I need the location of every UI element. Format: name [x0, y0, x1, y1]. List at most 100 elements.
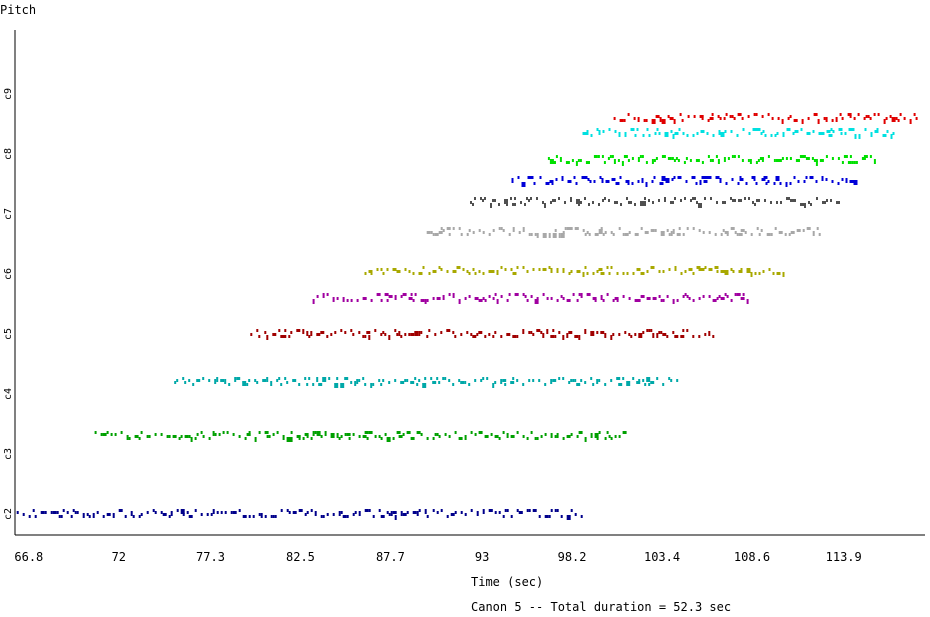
note-mark	[598, 203, 600, 206]
note-mark	[522, 329, 525, 334]
note-mark	[720, 233, 723, 236]
note-mark	[40, 511, 45, 514]
note-mark	[522, 227, 525, 232]
note-mark	[749, 159, 752, 164]
note-mark	[726, 233, 729, 236]
note-mark	[214, 433, 217, 436]
note-mark	[432, 270, 437, 273]
note-mark	[770, 134, 773, 137]
note-mark	[466, 270, 469, 273]
note-mark	[484, 435, 489, 438]
note-mark	[592, 383, 595, 386]
note-mark	[496, 299, 499, 304]
note-mark	[763, 176, 768, 179]
note-mark	[684, 197, 686, 200]
note-mark	[264, 515, 267, 518]
note-mark	[250, 333, 253, 336]
note-mark	[549, 180, 552, 183]
note-mark	[264, 331, 267, 334]
note-mark	[244, 437, 247, 440]
note-mark	[374, 329, 377, 332]
voice-6	[364, 266, 785, 277]
note-mark	[698, 297, 701, 300]
note-mark	[426, 299, 429, 302]
note-mark	[566, 299, 571, 302]
note-mark	[642, 201, 646, 206]
note-mark	[434, 233, 439, 236]
note-mark	[446, 329, 451, 332]
note-mark	[869, 155, 872, 158]
note-mark	[777, 176, 780, 179]
note-mark	[422, 266, 425, 269]
note-mark	[532, 509, 537, 512]
note-mark	[510, 435, 515, 438]
note-mark	[818, 233, 821, 236]
note-mark	[611, 178, 616, 181]
note-mark	[710, 197, 712, 200]
note-mark	[777, 117, 780, 120]
note-mark	[738, 293, 741, 296]
note-mark	[254, 437, 257, 442]
note-mark	[893, 117, 896, 120]
note-mark	[719, 117, 722, 120]
note-mark	[344, 433, 347, 436]
note-mark	[542, 201, 544, 204]
note-mark	[482, 509, 485, 514]
note-mark	[883, 119, 886, 124]
note-mark	[781, 119, 784, 124]
note-mark	[282, 435, 285, 440]
note-mark	[22, 513, 25, 516]
note-mark	[546, 297, 549, 300]
note-mark	[558, 331, 561, 334]
note-mark	[676, 379, 679, 382]
note-mark	[400, 335, 403, 338]
note-mark	[398, 270, 401, 273]
note-mark	[380, 268, 383, 271]
note-mark	[746, 299, 749, 304]
note-mark	[248, 379, 251, 382]
note-mark	[614, 297, 619, 300]
note-mark	[658, 295, 661, 298]
note-mark	[358, 331, 361, 334]
note-mark	[656, 128, 659, 131]
note-mark	[102, 433, 107, 436]
note-mark	[182, 377, 185, 380]
note-mark	[554, 435, 557, 438]
note-mark	[626, 381, 631, 386]
note-mark	[516, 379, 519, 382]
note-mark	[740, 268, 743, 271]
note-mark	[615, 182, 620, 185]
voice-10	[547, 155, 876, 166]
note-mark	[182, 513, 185, 516]
note-mark	[710, 268, 713, 271]
note-mark	[322, 377, 327, 382]
note-mark	[864, 128, 867, 131]
note-mark	[500, 335, 503, 338]
note-mark	[430, 377, 433, 380]
note-mark	[386, 437, 391, 442]
note-mark	[472, 335, 477, 338]
note-mark	[674, 335, 679, 338]
note-mark	[658, 132, 661, 135]
note-mark	[406, 511, 409, 514]
note-mark	[552, 379, 557, 382]
note-mark	[216, 377, 219, 382]
x-tick-label: 93	[475, 550, 489, 564]
note-mark	[631, 157, 634, 160]
note-mark	[805, 176, 808, 179]
note-mark	[661, 119, 666, 124]
note-mark	[604, 383, 607, 386]
note-mark	[672, 201, 674, 204]
note-mark	[752, 128, 757, 131]
note-mark	[655, 157, 658, 160]
note-mark	[718, 130, 721, 135]
note-mark	[566, 435, 571, 438]
note-mark	[60, 515, 63, 518]
note-mark	[634, 203, 636, 206]
note-mark	[712, 335, 715, 338]
note-mark	[634, 333, 637, 336]
note-mark	[330, 433, 335, 438]
note-mark	[610, 266, 613, 269]
note-mark	[789, 157, 792, 160]
note-mark	[594, 433, 599, 438]
